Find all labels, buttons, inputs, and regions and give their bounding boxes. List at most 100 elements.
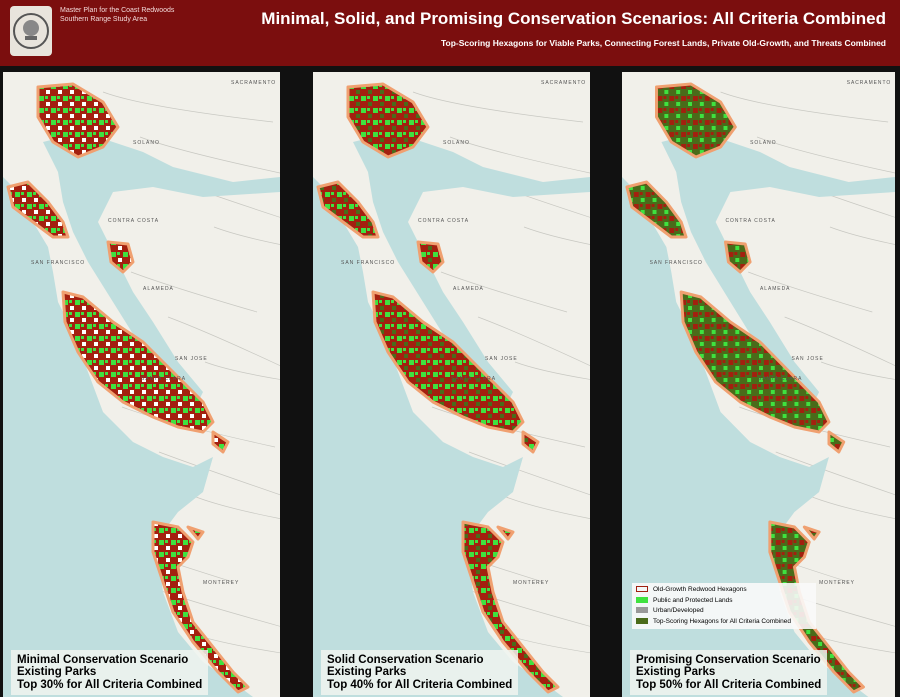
map-label: CONTRA COSTA: [108, 218, 159, 224]
caption-line: Existing Parks: [327, 666, 407, 678]
map-label: SANTA CLARA: [451, 376, 496, 382]
ocean: [313, 177, 563, 697]
conservation-area: [625, 180, 688, 239]
org-line: Master Plan for the Coast Redwoods: [60, 7, 175, 14]
caption-line: Existing Parks: [636, 666, 716, 678]
map-label: SAN FRANCISCO: [341, 260, 395, 266]
road: [158, 451, 280, 496]
conservation-area: [416, 240, 445, 274]
map-label: SANTA CLARA: [141, 376, 186, 382]
road: [784, 316, 895, 366]
conservation-area: [802, 525, 821, 541]
map-panel: SACRAMENTO SOLANO CONTRA COSTA SAN FRANCISC…: [3, 72, 280, 697]
conservation-area: [186, 525, 205, 541]
conservation-area: [461, 520, 560, 694]
conservation-area: [521, 430, 540, 454]
map: SACRAMENTO SOLANO CONTRA COSTA SAN FRANCISC…: [313, 80, 590, 697]
caption: Minimal Conservation Scenario Existing Pa…: [11, 649, 209, 695]
map: SACRAMENTO SOLANO CONTRA COSTA SAN FRANCISC…: [622, 80, 895, 697]
map-label: MONTEREY: [819, 580, 855, 586]
map-label: SAN FRANCISCO: [650, 260, 703, 266]
road: [213, 226, 280, 245]
road: [468, 451, 590, 496]
map-label: ALAMEDA: [453, 286, 484, 292]
map-label: SOLANO: [443, 140, 470, 146]
road: [204, 361, 280, 380]
road: [820, 361, 895, 380]
legend-item: Public and Protected Lands: [636, 596, 812, 607]
map-label: SAN JOSE: [175, 356, 208, 362]
road: [775, 451, 895, 496]
caption-line: Top 50% for All Criteria Combined: [636, 678, 822, 691]
road: [514, 361, 590, 380]
road: [720, 91, 889, 123]
map-label: SOLANO: [750, 140, 776, 146]
title: Minimal, Solid, and Promising Conservati…: [261, 9, 886, 28]
caption-line: Top 30% for All Criteria Combined: [17, 678, 203, 691]
legend-label: Public and Protected Lands: [653, 596, 733, 604]
map-label: SOLANO: [133, 140, 160, 146]
map-label: SACRAMENTO: [541, 80, 586, 86]
caption-line: Promising Conservation Scenario: [636, 653, 821, 666]
seal: [13, 13, 49, 49]
legend-item: Urban/Developed: [636, 606, 812, 617]
map-label: ALAMEDA: [143, 286, 174, 292]
map-label: SACRAMENTO: [847, 80, 891, 86]
road: [829, 226, 895, 245]
road: [130, 271, 258, 313]
caption: Promising Conservation Scenario Existing …: [630, 649, 828, 695]
map-label: SANTA CLARA: [758, 376, 802, 382]
road: [748, 271, 873, 313]
conservation-area: [346, 82, 430, 159]
map-panel: SACRAMENTO SOLANO CONTRA COSTA SAN FRANCISC…: [313, 72, 590, 697]
org-line: Southern Range Study Area: [60, 16, 148, 23]
caption-line: Solid Conservation Scenario: [327, 653, 484, 666]
road: [139, 136, 280, 174]
conservation-area: [724, 240, 752, 274]
road: [167, 316, 280, 366]
road: [812, 496, 895, 519]
map-label: MONTEREY: [203, 580, 239, 586]
ocean: [3, 177, 253, 697]
conservation-area: [679, 290, 831, 434]
conservation-area: [151, 520, 250, 694]
road: [440, 271, 568, 313]
road: [412, 91, 584, 123]
conservation-area: [61, 290, 215, 434]
map-label: ALAMEDA: [760, 286, 790, 292]
road: [756, 136, 895, 174]
map-label: SAN FRANCISCO: [31, 260, 85, 266]
map-label: SACRAMENTO: [231, 80, 276, 86]
conservation-area: [655, 82, 737, 159]
legend: Old-Growth Redwood Hexagons Public and P…: [632, 583, 816, 629]
logo: [10, 6, 52, 56]
conservation-area: [6, 180, 70, 239]
conservation-area: [211, 430, 230, 454]
bay: [43, 132, 280, 402]
legend-label: Old-Growth Redwood Hexagons: [653, 586, 747, 593]
map-label: CONTRA COSTA: [418, 218, 469, 224]
caption-line: Top 40% for All Criteria Combined: [327, 678, 513, 691]
conservation-area: [316, 180, 380, 239]
legend-item: Old-Growth Redwood Hexagons: [636, 585, 812, 596]
map-label: CONTRA COSTA: [725, 218, 775, 224]
map-label: SAN JOSE: [485, 356, 518, 362]
ocean: [622, 177, 869, 697]
legend-item: Top-Scoring Hexagons for All Criteria Co…: [636, 617, 812, 628]
map-label: SAN JOSE: [792, 356, 824, 362]
caption-line: Existing Parks: [17, 666, 97, 678]
conservation-area: [36, 82, 120, 159]
map: SACRAMENTO SOLANO CONTRA COSTA SAN FRANCISC…: [3, 80, 280, 697]
conservation-area: [371, 290, 525, 434]
caption: Solid Conservation Scenario Existing Park…: [321, 649, 519, 695]
header: Master Plan for the Coast Redwoods South…: [0, 0, 900, 66]
caption-line: Minimal Conservation Scenario: [17, 653, 189, 666]
map-label: MONTEREY: [513, 580, 549, 586]
legend-label: Urban/Developed: [653, 607, 704, 614]
subtitle: Top-Scoring Hexagons for Viable Parks, C…: [440, 38, 886, 48]
road: [195, 496, 280, 519]
road: [523, 226, 590, 245]
conservation-area: [496, 525, 515, 541]
bay: [661, 132, 895, 402]
